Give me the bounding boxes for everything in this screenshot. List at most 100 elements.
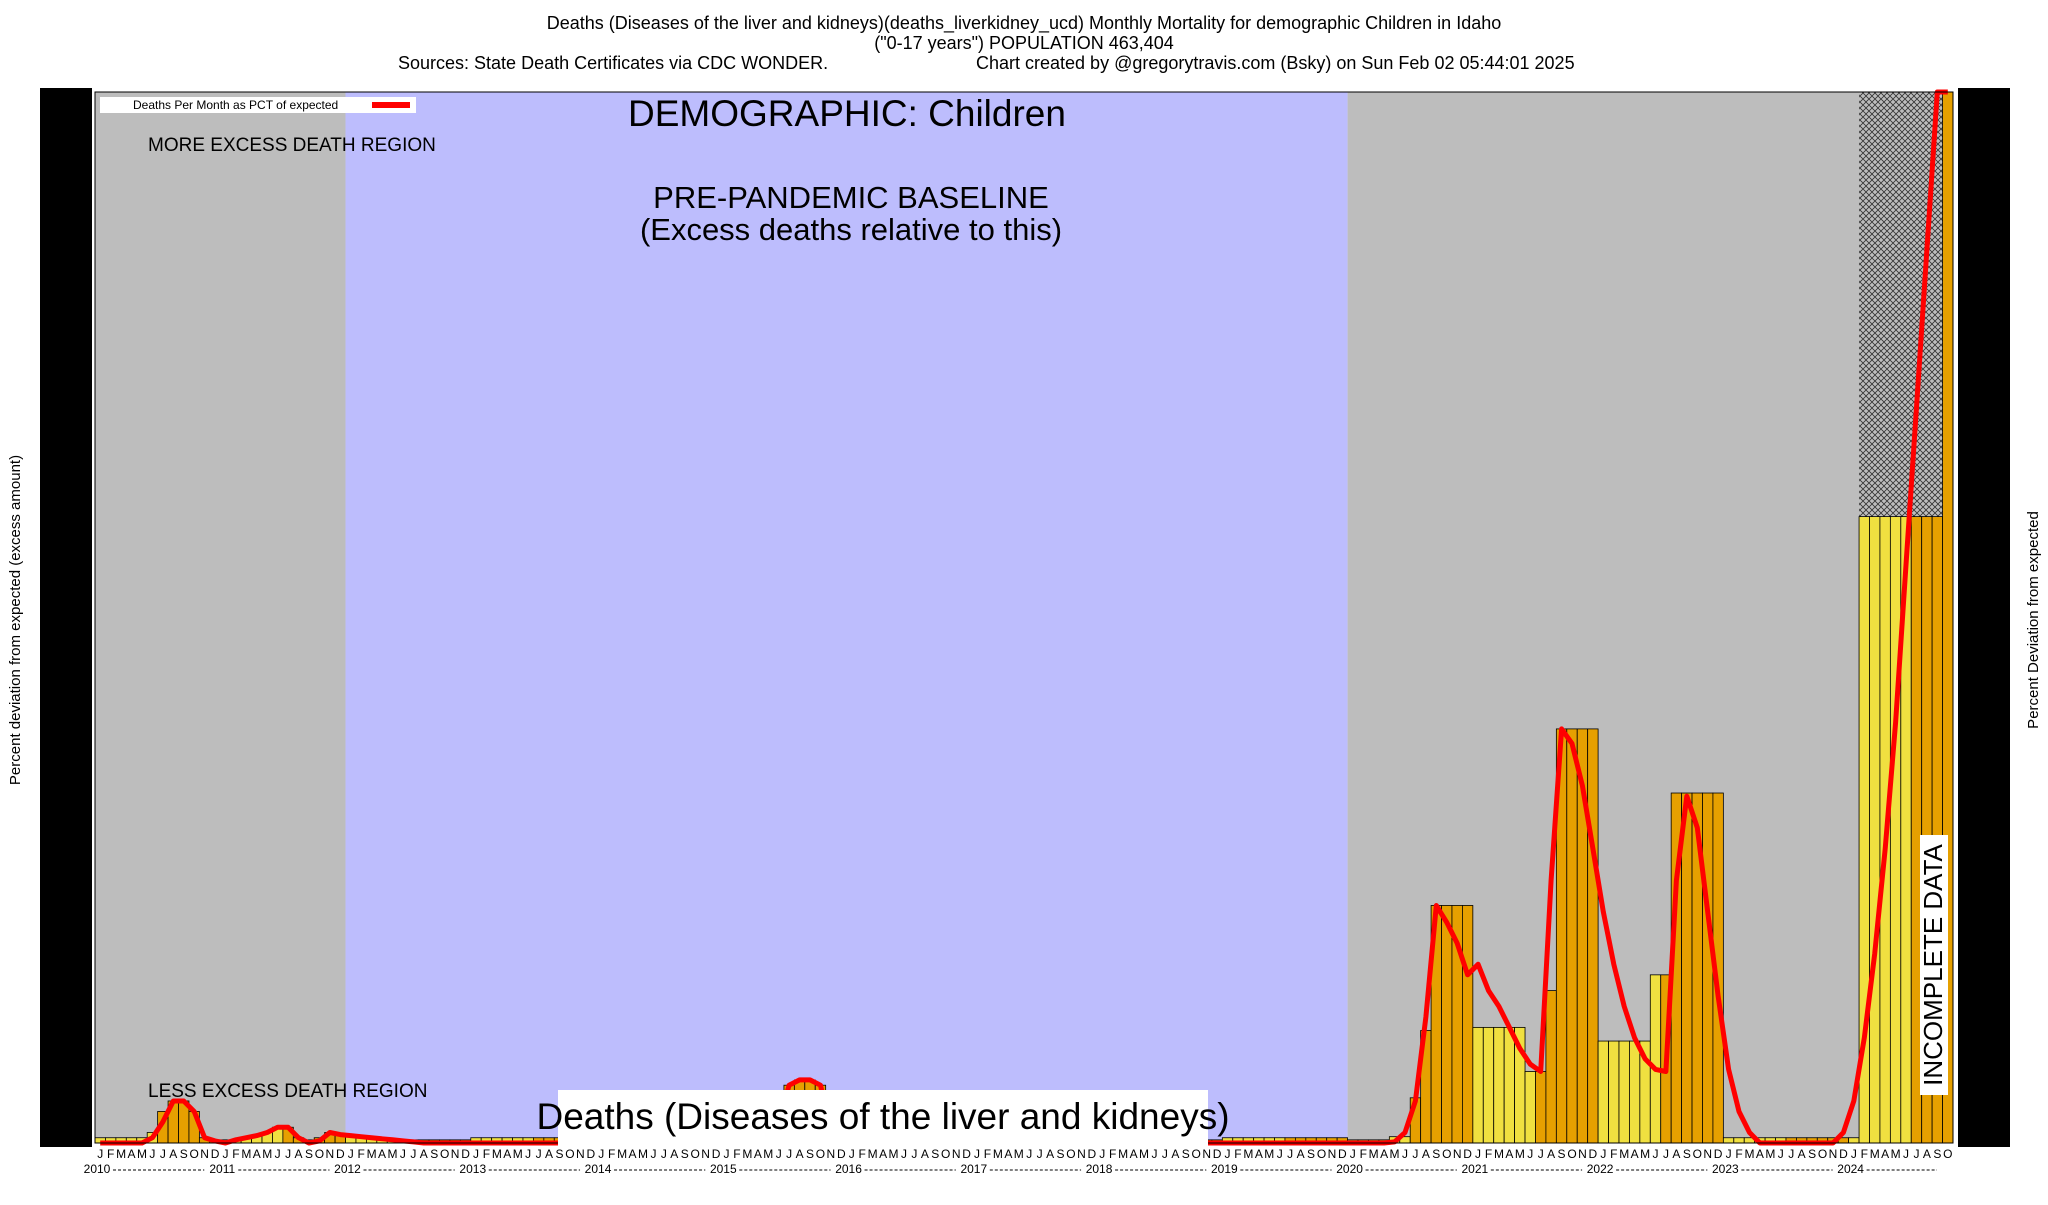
- bar: [1649, 974, 1662, 1144]
- x-tick-label: N: [1829, 1147, 1838, 1161]
- bar: [1441, 905, 1453, 1144]
- x-tick-label: A: [169, 1147, 177, 1161]
- x-tick-label: F: [358, 1147, 365, 1161]
- x-year-label: 2023: [1712, 1162, 1739, 1176]
- x-tick-label: D: [837, 1147, 846, 1161]
- x-tick-label: J: [1600, 1147, 1606, 1161]
- bar: [1472, 1026, 1484, 1144]
- bar: [1608, 1040, 1620, 1144]
- x-tick-label: J: [285, 1147, 291, 1161]
- x-tick-label: M: [889, 1147, 899, 1161]
- annotation: PRE-PANDEMIC BASELINE: [653, 180, 1049, 215]
- x-tick-label: O: [941, 1147, 950, 1161]
- x-tick-label: D: [1213, 1147, 1222, 1161]
- x-tick-label: J: [1726, 1147, 1732, 1161]
- x-tick-label: F: [984, 1147, 991, 1161]
- x-tick-label: M: [868, 1147, 878, 1161]
- x-tick-label: J: [275, 1147, 281, 1161]
- x-tick-label: J: [786, 1147, 792, 1161]
- x-tick-label: N: [200, 1147, 209, 1161]
- y2-axis-block: [1958, 88, 2010, 1147]
- x-tick-label: F: [733, 1147, 740, 1161]
- x-tick-label: J: [1277, 1147, 1283, 1161]
- x-tick-label: F: [232, 1147, 239, 1161]
- x-tick-label: D: [1338, 1147, 1347, 1161]
- x-tick-label: J: [160, 1147, 166, 1161]
- x-tick-label: J: [661, 1147, 667, 1161]
- x-tick-label: M: [1640, 1147, 1650, 1161]
- x-tick-label: J: [911, 1147, 917, 1161]
- bar: [1545, 990, 1557, 1144]
- x-tick-label: A: [754, 1147, 762, 1161]
- x-year-label: 2010: [84, 1162, 111, 1176]
- x-tick-label: J: [400, 1147, 406, 1161]
- bar: [1722, 1137, 1735, 1144]
- region-baseline: [345, 92, 1348, 1143]
- annotation-box: [1920, 835, 1948, 1095]
- x-tick-label: A: [1004, 1147, 1012, 1161]
- x-tick-label: D: [1714, 1147, 1723, 1161]
- x-tick-label: J: [1151, 1147, 1157, 1161]
- x-tick-label: J: [598, 1147, 604, 1161]
- x-tick-label: S: [305, 1147, 313, 1161]
- x-tick-label: A: [1672, 1147, 1680, 1161]
- bar: [1535, 1071, 1547, 1144]
- x-tick-label: O: [1567, 1147, 1576, 1161]
- x-tick-label: S: [681, 1147, 689, 1161]
- x-tick-label: M: [993, 1147, 1003, 1161]
- chart-subtitle: ("0-17 years") POPULATION 463,404: [874, 33, 1174, 53]
- x-tick-label: J: [974, 1147, 980, 1161]
- x-tick-label: D: [962, 1147, 971, 1161]
- credit: Chart created by @gregorytravis.com (Bsk…: [976, 53, 1575, 73]
- x-tick-label: J: [1402, 1147, 1408, 1161]
- x-tick-label: S: [1182, 1147, 1190, 1161]
- x-tick-label: A: [128, 1147, 136, 1161]
- x-tick-label: J: [1527, 1147, 1533, 1161]
- x-tick-label: F: [859, 1147, 866, 1161]
- x-year-label: 2011: [209, 1162, 235, 1176]
- bar: [1869, 516, 1881, 1144]
- x-tick-label: N: [1578, 1147, 1587, 1161]
- bar: [1482, 1026, 1495, 1144]
- x-tick-label: F: [1485, 1147, 1492, 1161]
- x-tick-label: M: [262, 1147, 272, 1161]
- x-tick-label: J: [901, 1147, 907, 1161]
- x-tick-label: M: [763, 1147, 773, 1161]
- x-tick-label: J: [776, 1147, 782, 1161]
- x-tick-label: F: [1861, 1147, 1868, 1161]
- x-tick-label: S: [1808, 1147, 1816, 1161]
- x-tick-label: N: [701, 1147, 710, 1161]
- x-tick-label: M: [241, 1147, 251, 1161]
- x-tick-label: O: [565, 1147, 574, 1161]
- x-tick-label: O: [1192, 1147, 1201, 1161]
- x-year-label: 2021: [1461, 1162, 1488, 1176]
- x-tick-label: A: [503, 1147, 511, 1161]
- x-tick-label: M: [1390, 1147, 1400, 1161]
- x-tick-label: J: [849, 1147, 855, 1161]
- x-tick-label: J: [525, 1147, 531, 1161]
- x-year-label: 2019: [1211, 1162, 1238, 1176]
- annotation: DEMOGRAPHIC: Children: [628, 93, 1066, 134]
- annotation-box: [558, 1090, 1208, 1146]
- x-tick-label: A: [1297, 1147, 1305, 1161]
- x-tick-label: F: [1360, 1147, 1367, 1161]
- x-tick-label: D: [586, 1147, 595, 1161]
- x-tick-label: J: [1162, 1147, 1168, 1161]
- x-tick-label: D: [336, 1147, 345, 1161]
- x-tick-label: D: [1589, 1147, 1598, 1161]
- x-year-label: 2016: [835, 1162, 862, 1176]
- x-tick-label: N: [1077, 1147, 1086, 1161]
- bar: [1566, 728, 1578, 1144]
- x-tick-label: J: [536, 1147, 542, 1161]
- annotation: MORE EXCESS DEATH REGION: [148, 135, 436, 156]
- y-axis-block: [40, 88, 92, 1147]
- x-tick-label: F: [1109, 1147, 1116, 1161]
- x-tick-label: O: [1693, 1147, 1702, 1161]
- x-tick-label: J: [1788, 1147, 1794, 1161]
- source: Sources: State Death Certificates via CD…: [398, 53, 828, 73]
- chart-title: Deaths (Diseases of the liver and kidney…: [547, 13, 1501, 34]
- x-tick-label: A: [1923, 1147, 1931, 1161]
- x-tick-label: A: [1881, 1147, 1889, 1161]
- x-year-label: 2012: [334, 1162, 361, 1176]
- x-tick-label: S: [180, 1147, 188, 1161]
